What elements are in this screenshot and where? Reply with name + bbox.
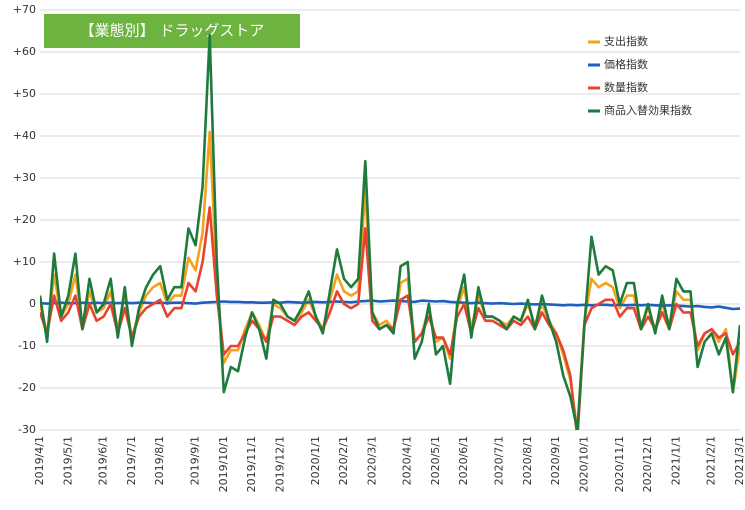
legend-label: 支出指数	[604, 34, 648, 48]
series-line	[40, 130, 740, 430]
x-tick-label: 2020/9/1	[549, 436, 562, 485]
x-tick-label: 2021/2/1	[705, 436, 718, 485]
x-tick-label: 2020/2/1	[337, 436, 350, 485]
y-tick-label: +70	[13, 3, 36, 16]
x-tick-label: 2019/8/1	[153, 436, 166, 485]
x-tick-label: 2019/6/1	[97, 436, 110, 485]
x-tick-label: 2020/5/1	[429, 436, 442, 485]
x-tick-label: 2020/7/1	[493, 436, 506, 485]
legend-label: 数量指数	[604, 80, 648, 94]
y-tick-label: +20	[13, 213, 36, 226]
y-tick-label: +50	[13, 87, 36, 100]
y-tick-label: -30	[18, 423, 36, 436]
x-tick-label: 2020/3/1	[365, 436, 378, 485]
series-line	[40, 206, 740, 430]
x-tick-label: 2020/4/1	[401, 436, 414, 485]
x-tick-label: 2020/8/1	[521, 436, 534, 485]
x-tick-label: 2019/4/1	[33, 436, 46, 485]
x-tick-label: 2021/1/1	[669, 436, 682, 485]
x-tick-label: 2020/10/1	[577, 436, 590, 492]
x-tick-label: 2020/1/1	[309, 436, 322, 485]
y-tick-label: 0	[29, 297, 36, 310]
chart-title: 【業態別】 ドラッグストア	[80, 22, 265, 40]
x-tick-label: 2019/12/1	[273, 436, 286, 492]
series-line	[40, 33, 740, 430]
x-tick-label: 2020/12/1	[641, 436, 654, 492]
y-tick-label: +60	[13, 45, 36, 58]
legend-label: 価格指数	[604, 57, 648, 71]
x-tick-label: 2019/9/1	[189, 436, 202, 485]
title-box	[44, 14, 300, 48]
plot-lines	[40, 33, 740, 430]
y-tick-label: -20	[18, 381, 36, 394]
x-tick-label: 2020/6/1	[457, 436, 470, 485]
legend-label: 商品入替効果指数	[604, 103, 692, 117]
y-tick-label: +40	[13, 129, 36, 142]
x-tick-label: 2019/11/1	[245, 436, 258, 492]
x-tick-label: 2019/10/1	[217, 436, 230, 492]
x-tick-label: 2021/3/1	[733, 436, 745, 485]
x-tick-label: 2020/11/1	[613, 436, 626, 492]
y-tick-label: +30	[13, 171, 36, 184]
x-tick-label: 2019/5/1	[61, 436, 74, 485]
x-tick-label: 2019/7/1	[125, 436, 138, 485]
y-tick-label: +10	[13, 255, 36, 268]
y-tick-label: -10	[18, 339, 36, 352]
